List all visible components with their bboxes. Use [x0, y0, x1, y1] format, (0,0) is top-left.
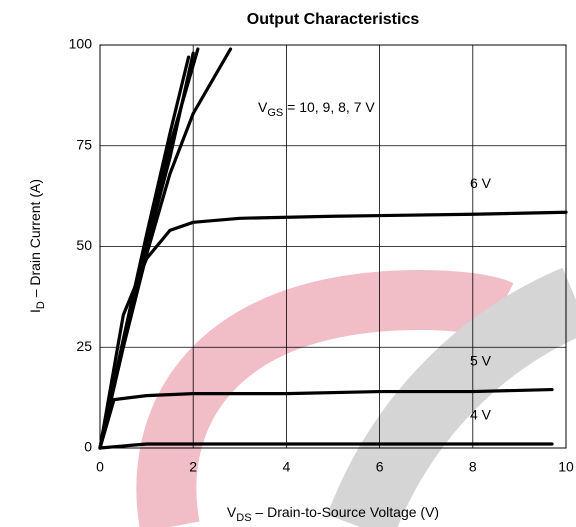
watermark: [136, 267, 576, 527]
x-tick-label: 10: [558, 459, 574, 475]
x-label-main: V: [227, 504, 237, 520]
curve-label: 5 V: [470, 352, 492, 368]
y-label-rest: – Drain Current (A): [27, 179, 43, 301]
chart-title: Output Characteristics: [247, 11, 420, 28]
curve-label: 6 V: [470, 175, 492, 191]
curve-label: 4 V: [470, 407, 492, 423]
annotation-rest: = 10, 9, 8, 7 V: [283, 99, 375, 115]
curve: [98, 387, 554, 450]
curve: [98, 442, 554, 450]
curve: [98, 210, 568, 450]
y-tick-label: 25: [76, 338, 92, 354]
x-tick-label: 6: [376, 459, 384, 475]
y-tick-label: 75: [76, 136, 92, 152]
curve: [98, 47, 233, 450]
plot-frame: [99, 44, 567, 449]
x-tick-label: 4: [283, 459, 291, 475]
x-label-rest: – Drain-to-Source Voltage (V): [252, 504, 440, 520]
x-label-sub: DS: [236, 512, 251, 524]
annotation-sub: GS: [267, 107, 283, 119]
y-tick-label: 0: [84, 439, 92, 455]
x-tick-label: 0: [96, 459, 104, 475]
x-axis-label: VDS – Drain-to-Source Voltage (V): [227, 504, 439, 524]
annotation-main: V: [258, 99, 268, 115]
y-axis-label: ID – Drain Current (A): [27, 179, 47, 313]
x-tick-label: 8: [469, 459, 477, 475]
y-label-sub: D: [35, 301, 47, 309]
x-tick-label: 2: [189, 459, 197, 475]
y-label-main: I: [27, 309, 43, 313]
annotation: VGS = 10, 9, 8, 7 V: [258, 99, 375, 119]
y-tick-label: 100: [69, 36, 93, 52]
y-tick-label: 50: [76, 237, 92, 253]
